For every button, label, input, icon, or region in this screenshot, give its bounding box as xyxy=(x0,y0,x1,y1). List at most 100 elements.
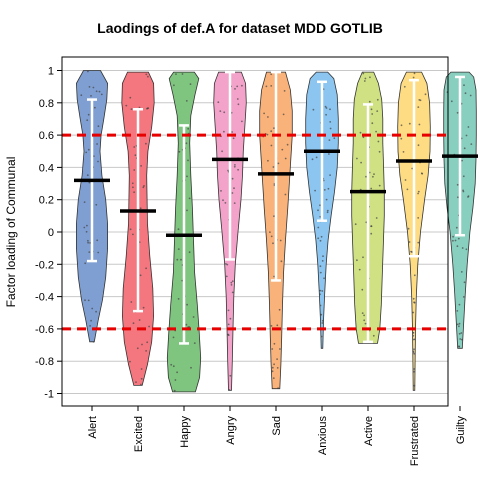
data-point xyxy=(231,291,234,294)
data-point xyxy=(231,177,234,180)
data-point xyxy=(227,323,230,326)
data-point xyxy=(100,93,103,96)
violin-sad xyxy=(258,70,294,390)
data-point xyxy=(131,182,134,185)
data-point xyxy=(356,259,358,262)
data-point xyxy=(270,130,273,133)
data-point xyxy=(370,187,373,190)
x-tick-label: Excited xyxy=(133,416,145,452)
data-point xyxy=(230,284,233,286)
data-point xyxy=(356,157,358,160)
data-point xyxy=(180,258,182,261)
data-point xyxy=(228,389,231,391)
data-point xyxy=(465,134,468,137)
data-point xyxy=(132,233,134,236)
data-point xyxy=(188,251,191,254)
data-point xyxy=(327,187,330,190)
data-point xyxy=(85,230,88,233)
data-point xyxy=(467,196,469,198)
data-point xyxy=(271,348,274,350)
violin-anxious xyxy=(304,71,340,349)
data-point xyxy=(271,366,274,369)
data-point xyxy=(142,306,145,309)
data-point xyxy=(223,130,225,133)
data-point xyxy=(421,172,424,175)
data-point xyxy=(140,165,143,167)
data-point xyxy=(270,235,273,238)
data-point xyxy=(177,248,180,251)
violin-happy xyxy=(166,71,202,393)
data-point xyxy=(231,131,234,133)
x-tick-label: Angry xyxy=(225,416,237,445)
data-point xyxy=(417,144,420,147)
data-point xyxy=(271,370,274,373)
data-point xyxy=(328,139,331,142)
data-point xyxy=(375,130,377,133)
data-point xyxy=(315,156,318,159)
data-point xyxy=(265,85,268,88)
data-point xyxy=(140,377,143,380)
data-point xyxy=(229,374,232,377)
data-point xyxy=(320,313,323,316)
data-point xyxy=(412,338,415,341)
data-point xyxy=(173,84,175,87)
data-point xyxy=(193,342,196,344)
data-point xyxy=(269,231,271,234)
data-point xyxy=(133,146,136,148)
data-point xyxy=(125,104,128,107)
data-point xyxy=(456,245,459,248)
data-point xyxy=(319,239,322,242)
y-tick-label: -1 xyxy=(44,389,54,401)
data-point xyxy=(463,147,466,150)
data-point xyxy=(221,150,224,153)
data-point xyxy=(371,113,374,115)
violin-active xyxy=(350,71,386,344)
data-point xyxy=(456,111,459,114)
data-point xyxy=(139,207,142,210)
data-point xyxy=(276,358,278,360)
data-point xyxy=(94,106,96,109)
data-point xyxy=(217,101,220,104)
data-point xyxy=(96,239,99,242)
data-point xyxy=(95,310,97,313)
data-point xyxy=(457,196,459,199)
data-point xyxy=(229,317,232,320)
data-point xyxy=(263,112,265,115)
data-point xyxy=(462,189,464,192)
data-point xyxy=(223,111,226,114)
data-point xyxy=(404,179,407,181)
data-point xyxy=(317,226,320,229)
data-point xyxy=(321,260,324,262)
data-point xyxy=(192,316,195,318)
data-point xyxy=(413,301,416,304)
data-point xyxy=(138,319,141,321)
data-point xyxy=(413,72,416,75)
data-point xyxy=(85,151,88,154)
data-point xyxy=(270,73,273,76)
data-point xyxy=(279,239,282,242)
data-point xyxy=(456,310,459,312)
data-point xyxy=(458,322,461,325)
data-point xyxy=(89,242,91,244)
data-point xyxy=(136,347,139,350)
data-point xyxy=(88,181,91,184)
data-point xyxy=(461,338,463,341)
data-point xyxy=(220,190,222,192)
data-point xyxy=(329,108,331,111)
data-point xyxy=(372,334,375,337)
data-point xyxy=(219,110,222,112)
data-point xyxy=(267,116,269,118)
data-point xyxy=(272,166,275,168)
data-point xyxy=(84,262,87,265)
data-point xyxy=(456,183,459,186)
y-tick-label: -0.6 xyxy=(35,324,54,336)
data-point xyxy=(225,263,227,265)
data-point xyxy=(133,191,136,194)
data-point xyxy=(135,381,137,383)
data-point xyxy=(86,224,88,227)
data-point xyxy=(188,197,191,200)
data-point xyxy=(319,293,321,296)
data-point xyxy=(185,323,188,326)
data-point xyxy=(362,256,364,259)
data-point xyxy=(417,106,420,108)
